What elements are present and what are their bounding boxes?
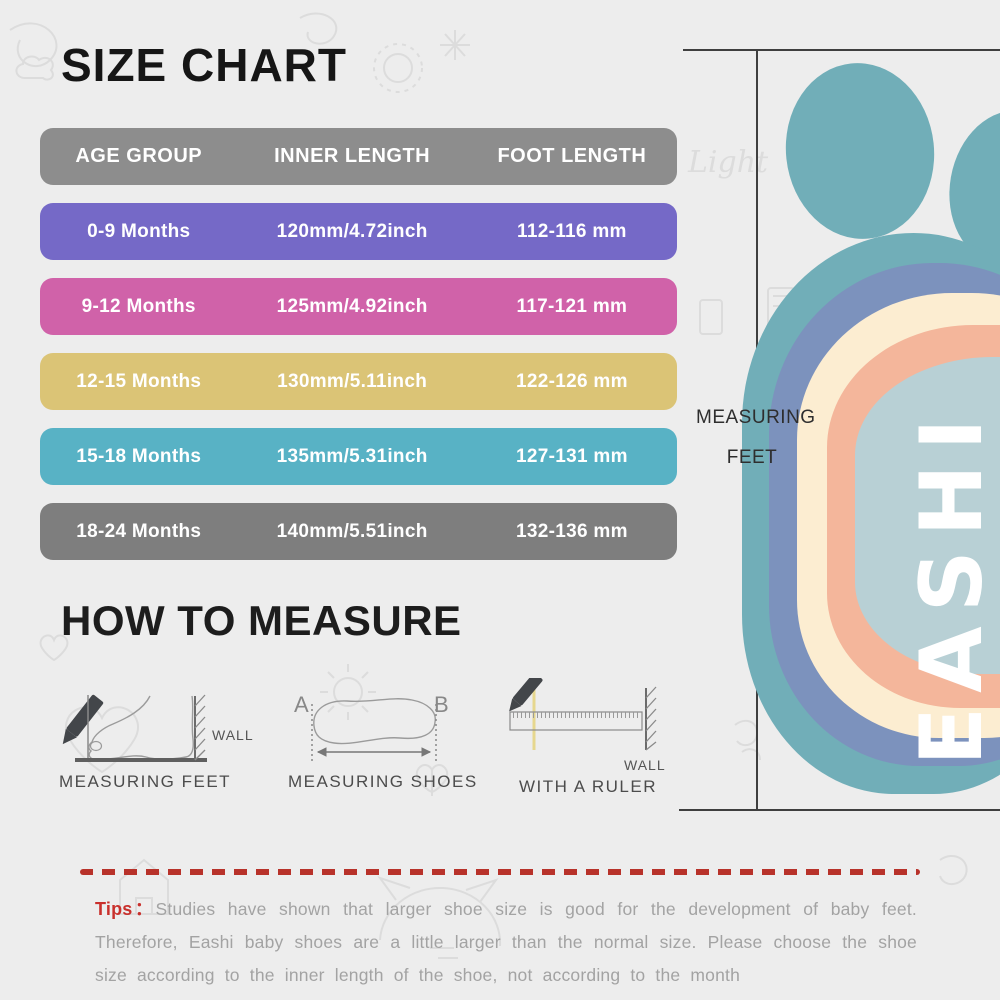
how-to-measure-title: HOW TO MEASURE xyxy=(61,597,462,644)
pencil-icon xyxy=(62,694,104,745)
measuring-shoes-diagram: A B xyxy=(294,692,449,764)
foot-ring-salmon xyxy=(827,325,1000,708)
panel-bottom-line xyxy=(679,809,1000,811)
foot-outline xyxy=(88,695,194,761)
measuring-feet-diagram: WALL xyxy=(62,694,254,762)
age-cell: 9-12 Months xyxy=(81,295,196,317)
tips-paragraph: Tips：Studies have shown that larger shoe… xyxy=(95,893,917,992)
foot-body xyxy=(742,233,1000,794)
foot-length-cell: 127-131 mm xyxy=(515,445,628,467)
red-dashed-divider xyxy=(80,869,920,875)
measuring-shoes-label: MEASURING SHOES xyxy=(288,772,478,791)
table-row: 18-24 Months 140mm/5.51inch 132-136 mm xyxy=(40,503,677,560)
column-header-inner-length: INNER LENGTH xyxy=(274,145,431,167)
foot-length-cell: 117-121 mm xyxy=(516,295,628,317)
wall-hatching xyxy=(645,686,657,751)
brand-logo-text: EASHI xyxy=(902,404,1000,766)
with-a-ruler-diagram: WALL xyxy=(509,678,666,773)
table-row: 12-15 Months 130mm/5.11inch 122-126 mm xyxy=(40,353,677,410)
table-row: 15-18 Months 135mm/5.31inch 127-131 mm xyxy=(40,428,677,485)
column-header-age-group: AGE GROUP xyxy=(75,145,203,167)
inner-length-cell: 140mm/5.51inch xyxy=(276,520,428,542)
wall-hatching xyxy=(194,694,206,761)
caption-line-2: FEET xyxy=(726,447,778,468)
shoe-sole-outline xyxy=(313,698,436,745)
tips-text: Studies have shown that larger shoe size… xyxy=(95,899,917,985)
foot-length-cell: 122-126 mm xyxy=(515,370,628,392)
ruler xyxy=(509,711,643,731)
foot-inner xyxy=(855,357,1000,674)
inner-length-cell: 130mm/5.11inch xyxy=(277,370,428,392)
foot-length-cell: 132-136 mm xyxy=(515,520,628,542)
wall-label: WALL xyxy=(624,757,666,773)
age-cell: 18-24 Months xyxy=(76,520,202,542)
inner-length-cell: 125mm/4.92inch xyxy=(276,295,428,317)
tips-label: Tips： xyxy=(95,899,156,919)
doodle-light-text: Light xyxy=(687,145,769,180)
point-b-label: B xyxy=(434,692,449,717)
column-header-foot-length: FOOT LENGTH xyxy=(497,145,647,167)
age-cell: 15-18 Months xyxy=(76,445,202,467)
foot-ring-cream xyxy=(797,293,1000,738)
wall-label: WALL xyxy=(212,727,254,743)
inner-length-cell: 135mm/5.31inch xyxy=(276,445,428,467)
page-title: SIZE CHART xyxy=(61,39,347,91)
point-a-label: A xyxy=(294,692,309,717)
table-row: 9-12 Months 125mm/4.92inch 117-121 mm xyxy=(40,278,677,335)
caption-line-1: MEASURING xyxy=(696,407,816,428)
measuring-feet-caption: MEASURING FEET xyxy=(696,398,816,478)
inner-length-cell: 120mm/4.72inch xyxy=(276,220,428,242)
table-header-row: AGE GROUP INNER LENGTH FOOT LENGTH xyxy=(40,128,677,185)
panel-top-line xyxy=(683,49,1000,51)
foot-ring-blue xyxy=(769,263,1000,766)
length-arrow xyxy=(316,747,432,757)
panel-divider-line-upper xyxy=(756,49,758,357)
foot-length-cell: 112-116 mm xyxy=(517,220,627,242)
pencil-icon xyxy=(509,678,543,712)
table-row: 0-9 Months 120mm/4.72inch 112-116 mm xyxy=(40,203,677,260)
measuring-feet-label: MEASURING FEET xyxy=(58,772,232,791)
age-cell: 12-15 Months xyxy=(76,370,202,392)
age-cell: 0-9 Months xyxy=(87,220,191,242)
with-a-ruler-label: WITH A RULER xyxy=(519,777,657,796)
